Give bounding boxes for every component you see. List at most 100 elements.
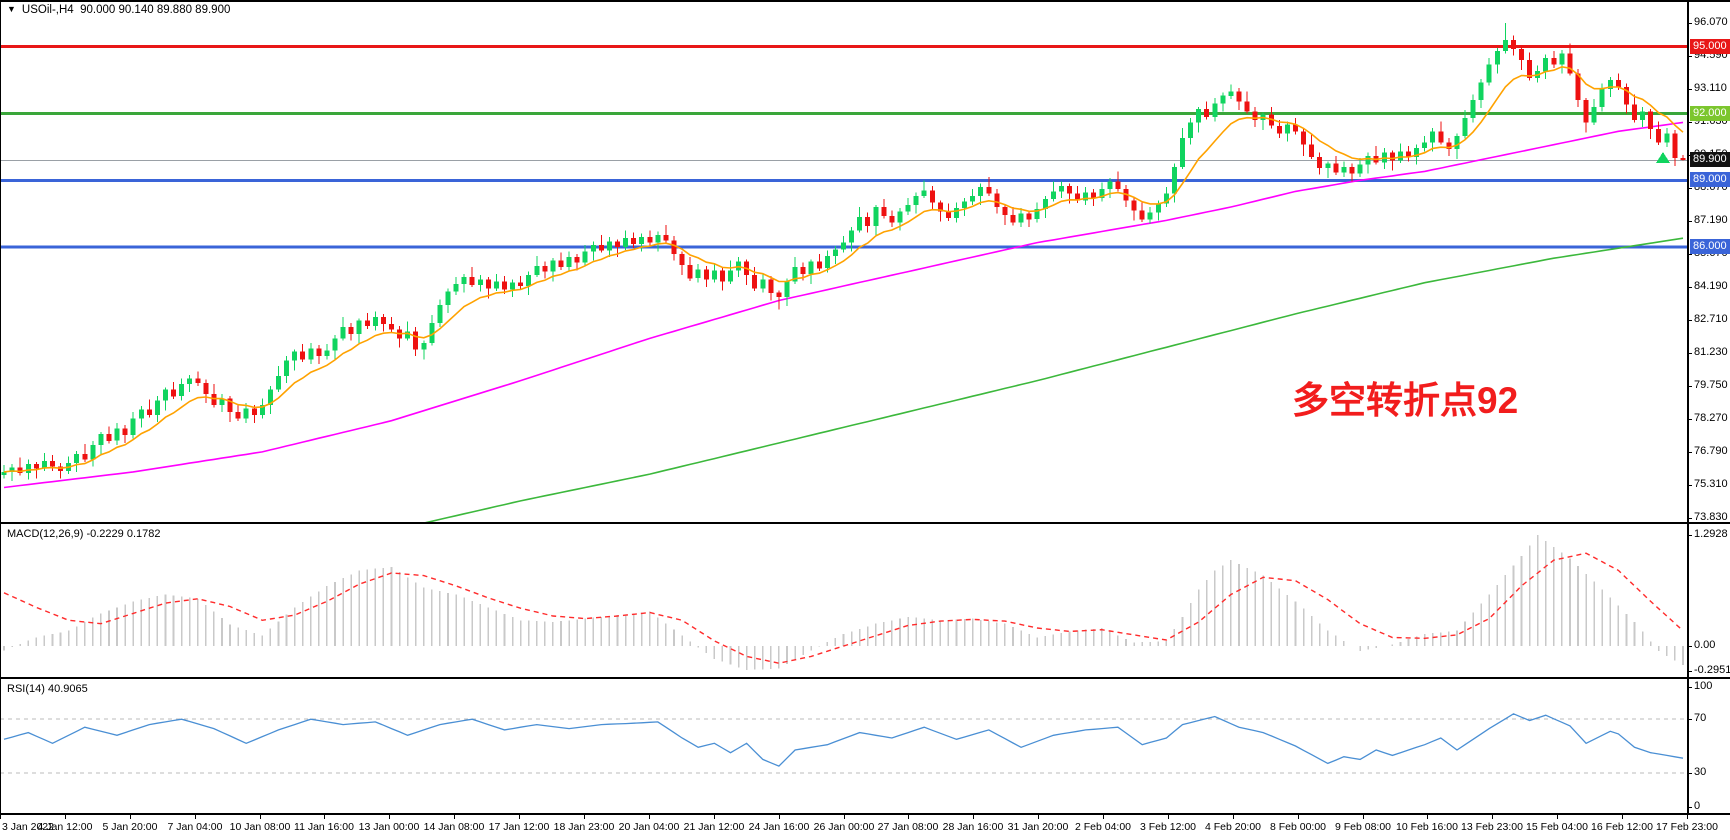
candle-down [671,240,677,254]
candle-down [1632,104,1637,121]
time-tickmark [1557,815,1558,819]
candle-up [461,277,467,284]
candle-down [502,281,507,290]
candle-down [1115,181,1121,190]
candle-up [897,211,903,223]
candle-down [1317,156,1323,168]
price-tick-78.270-tickmark [1687,419,1692,420]
candle-up [1188,122,1194,138]
candle-down [647,237,653,243]
candle-down [719,270,725,282]
candle-down [1204,109,1210,117]
candle-up [1365,155,1371,165]
candle-up [978,187,984,196]
candle-up [832,249,838,256]
price-level-badge-95.000: 95.000 [1690,39,1730,54]
candle-up [308,348,314,360]
candle-down [146,409,152,416]
candle-down [929,190,935,203]
candle-down [195,378,201,383]
candle-up [1486,64,1492,83]
candle-down [364,320,370,327]
candle-up [1050,191,1056,200]
time-label-8-Feb-00-00: 8 Feb 00:00 [1269,821,1327,833]
candle-down [1615,80,1621,87]
time-label-17-Jan-12-00: 17 Jan 12:00 [488,821,550,833]
macd-tick-1.2928-tickmark [1687,535,1692,536]
candle-down [203,382,209,394]
price-tick-96.070: 96.070 [1694,16,1728,28]
candle-down [776,292,782,298]
candle-up [1430,131,1436,143]
symbol-expander-icon[interactable]: ▼ [7,4,16,14]
price-tick-82.710: 82.710 [1694,313,1728,325]
candle-down [1301,131,1307,145]
candle-up [760,279,766,289]
price-tick-88.670-tickmark [1687,188,1692,189]
candle-up [1494,51,1500,65]
candle-down [1139,210,1145,220]
candle-down [17,467,23,474]
candle-down [1026,213,1032,220]
macd-label: MACD(12,26,9) -0.2229 0.1782 [7,528,161,540]
time-label-31-Jan-20-00: 31 Jan 20:00 [1007,821,1069,833]
candle-down [251,408,257,416]
candle-down [106,434,112,441]
candle-up [639,237,645,244]
candle-up [219,398,225,406]
price-tick-96.070-tickmark [1687,23,1692,24]
candle-down [1236,91,1242,102]
candle-down [631,238,637,244]
chart-header: ▼ USOil-,H4 90.000 90.140 89.880 89.900 [7,4,230,16]
price-tick-78.270: 78.270 [1694,412,1728,424]
candle-down [518,282,524,286]
macd-pane[interactable] [0,524,1687,677]
time-label-5-Jan-20-00: 5 Jan 20:00 [102,821,158,833]
macd-rsi-separator[interactable] [0,677,1730,679]
candle-up [1155,203,1161,213]
time-tickmark [908,815,909,819]
time-label-18-Jan-23-00: 18 Jan 23:00 [553,821,615,833]
candle-down [1583,100,1589,123]
candle-up [477,279,483,285]
time-label-4-Feb-20-00: 4 Feb 20:00 [1204,821,1262,833]
candle-up [1058,185,1064,192]
candle-up [437,305,443,323]
candle-up [1357,164,1363,174]
time-label-27-Jan-08-00: 27 Jan 08:00 [877,821,939,833]
time-label-10-Jan-08-00: 10 Jan 08:00 [229,821,291,833]
candle-up [534,266,540,275]
candle-down [945,211,951,219]
macd-signal-line [3,552,1684,664]
time-label-2-Feb-04-00: 2 Feb 04:00 [1074,821,1132,833]
candle-up [187,378,193,384]
candle-down [1389,152,1395,161]
candle-up [138,409,144,419]
time-tickmark [389,815,390,819]
candle-up [1398,151,1403,161]
candle-up [655,234,661,243]
time-tickmark [1427,815,1428,819]
candle-up [1599,89,1605,107]
time-label-4-Jan-12-00: 4 Jan 12:00 [37,821,93,833]
candle-up [1171,167,1177,194]
candle-down [558,260,564,268]
candle-down [82,454,88,460]
candle-down [574,257,580,263]
candle-up [1543,57,1549,72]
candle-up [324,350,330,357]
candle-up [90,445,96,460]
rsi-tick-100-tickmark [1687,687,1692,688]
candle-up [1196,109,1202,123]
time-label-16-Feb-12-00: 16 Feb 12:00 [1591,821,1653,833]
candle-down [1446,142,1452,150]
main-price-pane[interactable] [0,2,1687,522]
candle-up [590,244,596,252]
candle-up [728,270,733,282]
rsi-pane[interactable] [0,679,1687,813]
time-axis: 3 Jan 2022 4 Jan 12:00 5 Jan 20:00 7 Jan 04… [0,815,1730,840]
ma_slow-line [425,237,1684,522]
candle-up [1502,40,1508,52]
main-macd-separator[interactable] [0,522,1730,524]
price-tick-91.630-tickmark [1687,122,1692,123]
